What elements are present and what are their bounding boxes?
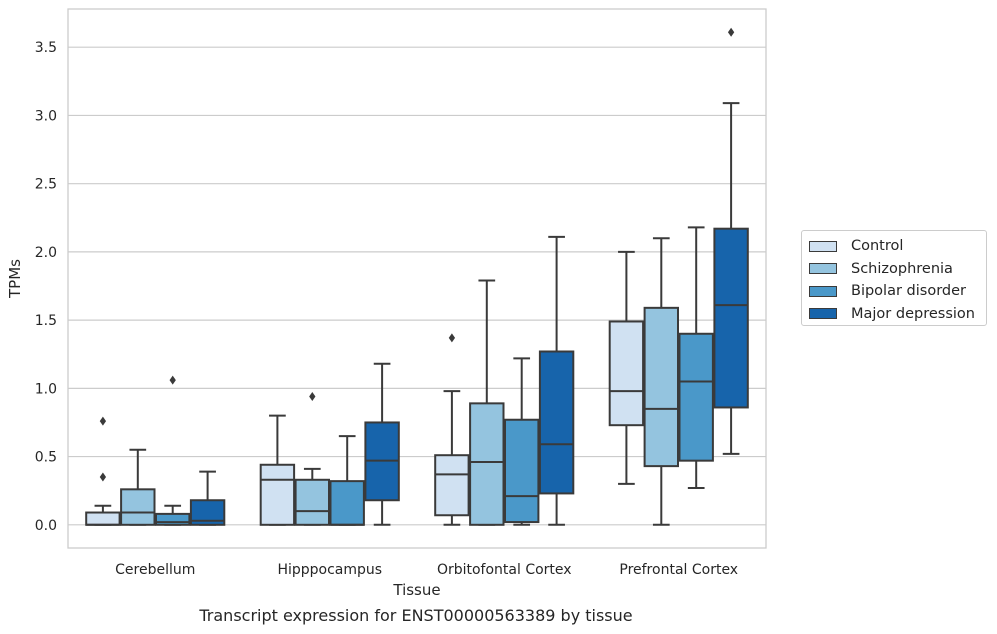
outlier-point	[169, 375, 176, 385]
box-control	[259, 414, 296, 526]
x-tick-label: Orbitofontal Cortex	[437, 562, 572, 578]
x-tick-label: Hipppocampus	[277, 562, 382, 578]
box-major-depression	[189, 470, 226, 526]
box-iqr	[85, 511, 121, 526]
legend-swatch	[809, 285, 837, 297]
boxes	[85, 27, 749, 526]
figure-caption: Transcript expression for ENST0000056338…	[199, 606, 633, 625]
box-control	[85, 416, 121, 526]
outlier-point	[99, 416, 107, 426]
box-iqr	[434, 454, 470, 517]
box-major-depression	[538, 235, 575, 526]
legend-item: Bipolar disorder	[809, 280, 986, 303]
legend-label: Major depression	[851, 305, 975, 322]
box-control	[434, 333, 470, 526]
box-bipolar-disorder	[329, 435, 365, 526]
legend: Control Schizophrenia Bipolar disorder Majo…	[801, 230, 987, 326]
y-axis-label: TPMs	[6, 259, 24, 299]
box-iqr	[120, 488, 156, 526]
grid-lines	[68, 46, 766, 526]
legend-swatch	[809, 240, 837, 252]
outlier-point	[727, 27, 735, 37]
x-tick-label: Prefrontal Cortex	[619, 562, 738, 578]
legend-label: Bipolar disorder	[851, 283, 966, 300]
box-iqr	[538, 350, 575, 495]
legend-label: Control	[851, 238, 904, 255]
box-bipolar-disorder	[678, 226, 714, 489]
y-tick-label: 3.0	[35, 108, 57, 124]
box-iqr	[643, 306, 679, 468]
box-schizophrenia	[643, 237, 679, 526]
box-major-depression	[364, 362, 400, 526]
box-iqr	[504, 418, 540, 524]
box-bipolar-disorder	[155, 375, 191, 526]
legend-swatch	[809, 263, 837, 275]
x-tick-labels: Cerebellum Hipppocampus Orbitofontal Corte…	[115, 562, 738, 578]
y-tick-label: 2.0	[35, 245, 57, 261]
legend-label: Schizophrenia	[851, 260, 953, 277]
outlier-point	[448, 333, 456, 343]
box-iqr	[294, 478, 331, 526]
x-tick-label: Cerebellum	[115, 562, 195, 578]
box-iqr	[713, 227, 749, 409]
y-tick-label: 3.5	[35, 40, 57, 56]
box-iqr	[608, 320, 645, 427]
box-iqr	[329, 480, 365, 526]
box-control	[608, 250, 645, 485]
legend-swatch	[809, 308, 837, 320]
box-major-depression	[713, 27, 749, 455]
box-iqr	[259, 463, 296, 526]
box-schizophrenia	[294, 392, 331, 526]
y-tick-label: 1.5	[35, 313, 57, 329]
y-tick-label: 2.5	[35, 177, 57, 193]
outlier-point	[309, 392, 316, 402]
outlier-point	[99, 472, 107, 482]
y-tick-label: 0.0	[35, 518, 57, 534]
y-tick-label: 0.5	[35, 450, 57, 466]
box-iqr	[678, 332, 714, 462]
legend-item: Major depression	[809, 303, 986, 326]
y-tick-label: 1.0	[35, 381, 57, 397]
legend-item: Control	[809, 235, 986, 258]
y-tick-labels: 0.0 0.5 1.0 1.5 2.0 2.5 3.0 3.5	[35, 40, 57, 534]
box-schizophrenia	[120, 448, 156, 526]
box-iqr	[155, 512, 191, 526]
x-axis-label: Tissue	[392, 581, 440, 599]
box-schizophrenia	[469, 279, 505, 526]
legend-item: Schizophrenia	[809, 258, 986, 281]
plot-frame	[67, 8, 767, 549]
box-bipolar-disorder	[504, 357, 540, 526]
box-iqr	[469, 402, 505, 526]
